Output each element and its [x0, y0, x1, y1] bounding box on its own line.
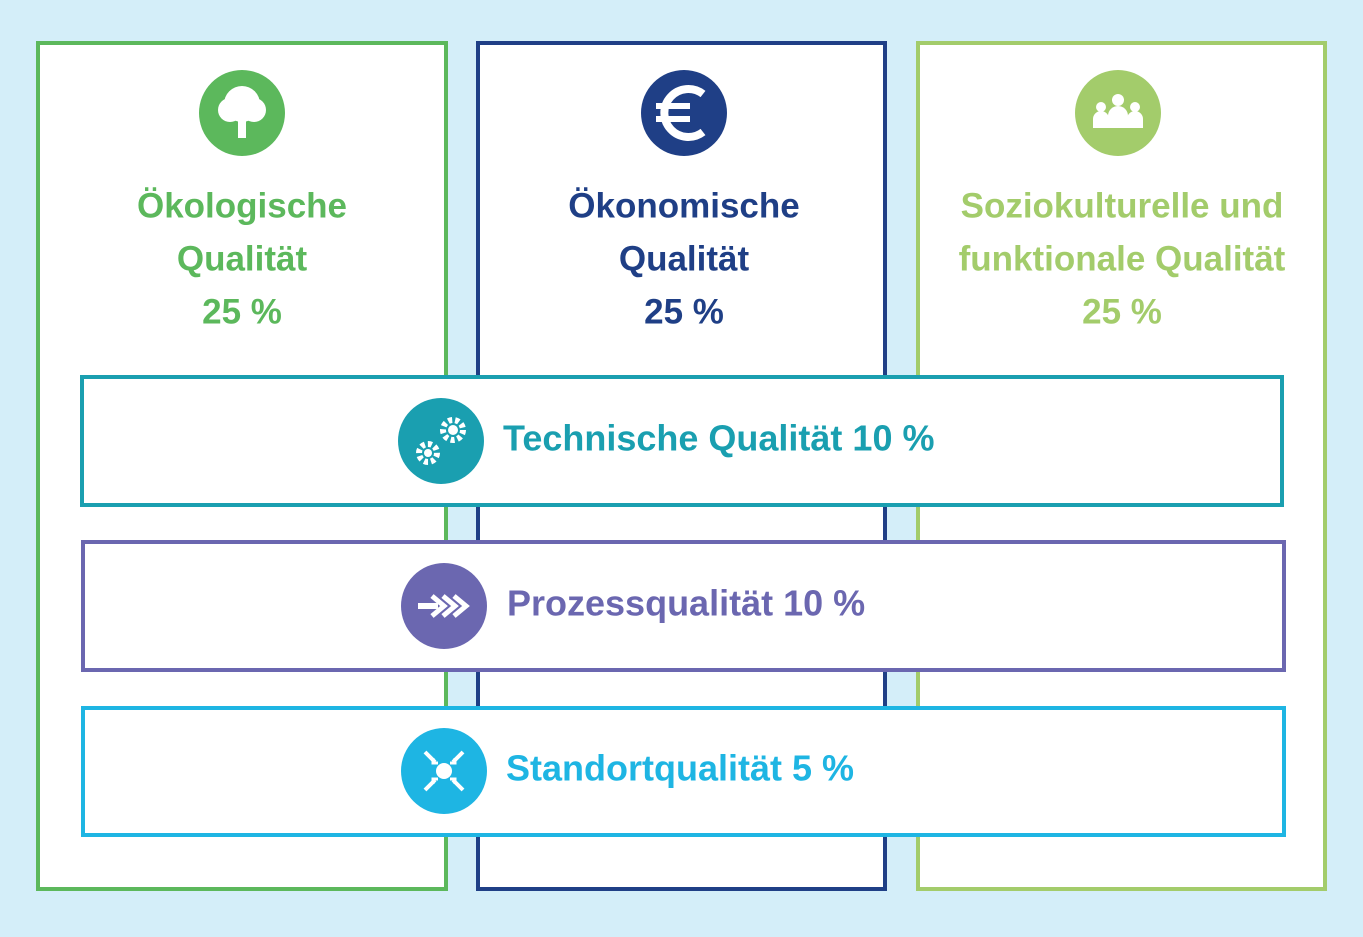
gears-icon [398, 398, 484, 484]
tree-icon [199, 70, 285, 156]
column-title: Soziokulturelle und [961, 186, 1284, 225]
band-label: Technische Qualität 10 % [503, 418, 934, 459]
column-title: Ökologische [137, 186, 347, 225]
column-title: Ökonomische [568, 186, 799, 225]
column-title: funktionale Qualität [959, 239, 1286, 278]
euro-icon [641, 70, 727, 156]
people-icon [1075, 70, 1161, 156]
band-box [80, 375, 1284, 507]
band-label: Prozessqualität 10 % [507, 583, 865, 624]
band-box [81, 706, 1286, 837]
band-box [81, 540, 1286, 672]
band-label: Standortqualität 5 % [506, 748, 854, 789]
location-icon [401, 728, 487, 814]
arrows-icon [401, 563, 487, 649]
column-share: 25 % [1082, 292, 1162, 331]
column-share: 25 % [644, 292, 724, 331]
column-title: Qualität [177, 239, 308, 278]
column-title: Qualität [619, 239, 750, 278]
column-share: 25 % [202, 292, 282, 331]
